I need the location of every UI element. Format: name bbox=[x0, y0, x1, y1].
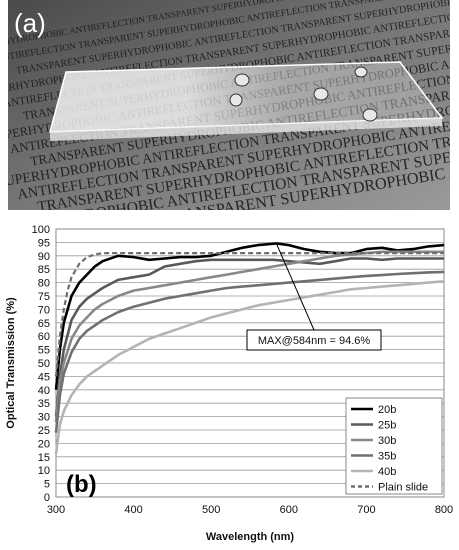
legend-label: 30b bbox=[378, 435, 396, 447]
water-droplet bbox=[362, 108, 378, 122]
legend-label: Plain slide bbox=[378, 482, 428, 494]
water-droplet bbox=[234, 73, 250, 87]
annotation: MAX@584nm = 94.6% bbox=[246, 243, 382, 351]
annotation-text: MAX@584nm = 94.6% bbox=[258, 335, 371, 347]
legend: 20b 25b 30b 35b 40b Plain slide bbox=[345, 397, 443, 495]
x-tick-label: 400 bbox=[124, 504, 142, 516]
chart-panel-label: (b) bbox=[66, 471, 97, 498]
y-tick-label: 45 bbox=[38, 371, 50, 383]
x-tick-labels: 300 400 500 600 700 800 bbox=[47, 504, 453, 516]
y-axis-title: Optical Transmission (%) bbox=[5, 297, 17, 429]
legend-label: 20b bbox=[378, 404, 396, 416]
y-tick-label: 85 bbox=[38, 264, 50, 276]
series-lines bbox=[54, 242, 445, 455]
y-tick-label: 95 bbox=[38, 237, 50, 249]
y-tick-label: 60 bbox=[38, 331, 50, 343]
water-droplet bbox=[229, 93, 243, 107]
water-droplet bbox=[313, 87, 329, 101]
y-tick-label: 5 bbox=[44, 479, 50, 491]
photo-panel-label: (a) bbox=[14, 8, 46, 38]
y-tick-label: 50 bbox=[38, 358, 50, 370]
legend-label: 25b bbox=[378, 420, 396, 432]
series-line-25b bbox=[54, 257, 444, 417]
y-tick-label: 10 bbox=[38, 465, 50, 477]
y-tick-label: 0 bbox=[44, 492, 50, 504]
x-tick-label: 700 bbox=[357, 504, 375, 516]
legend-label: 35b bbox=[378, 451, 396, 463]
series-line-35b bbox=[54, 270, 445, 433]
y-tick-label: 75 bbox=[38, 291, 50, 303]
y-tick-label: 70 bbox=[38, 304, 50, 316]
series-line-40b bbox=[54, 280, 445, 455]
water-droplets bbox=[229, 66, 378, 122]
y-tick-label: 30 bbox=[38, 412, 50, 424]
y-tick-label: 40 bbox=[38, 385, 50, 397]
y-tick-label: 20 bbox=[38, 438, 50, 450]
photo-panel: SUPERHYDROPHOBIC ANTIREFLECTION TRANSPAR… bbox=[8, 0, 450, 210]
x-tick-label: 300 bbox=[47, 504, 65, 516]
glass-slide-edge bbox=[50, 118, 442, 141]
x-tick-label: 800 bbox=[435, 504, 453, 516]
annotation-box bbox=[246, 329, 382, 351]
x-axis-title: Wavelength (nm) bbox=[206, 531, 295, 543]
x-tick-label: 600 bbox=[280, 504, 298, 516]
gridlines bbox=[56, 241, 444, 485]
y-tick-label: 55 bbox=[38, 345, 50, 357]
y-tick-label: 35 bbox=[38, 398, 50, 410]
y-tick-label: 15 bbox=[38, 452, 50, 464]
y-tick-label: 80 bbox=[38, 278, 50, 290]
y-tick-label: 25 bbox=[38, 425, 50, 437]
legend-label: 40b bbox=[378, 466, 396, 478]
annotation-leader-line bbox=[275, 243, 315, 331]
x-tick-label: 500 bbox=[202, 504, 220, 516]
legend-box bbox=[345, 397, 443, 495]
y-tick-label: 65 bbox=[38, 318, 50, 330]
y-tick-label: 90 bbox=[38, 251, 50, 263]
y-tick-label: 100 bbox=[32, 224, 50, 236]
water-droplet bbox=[354, 66, 368, 78]
